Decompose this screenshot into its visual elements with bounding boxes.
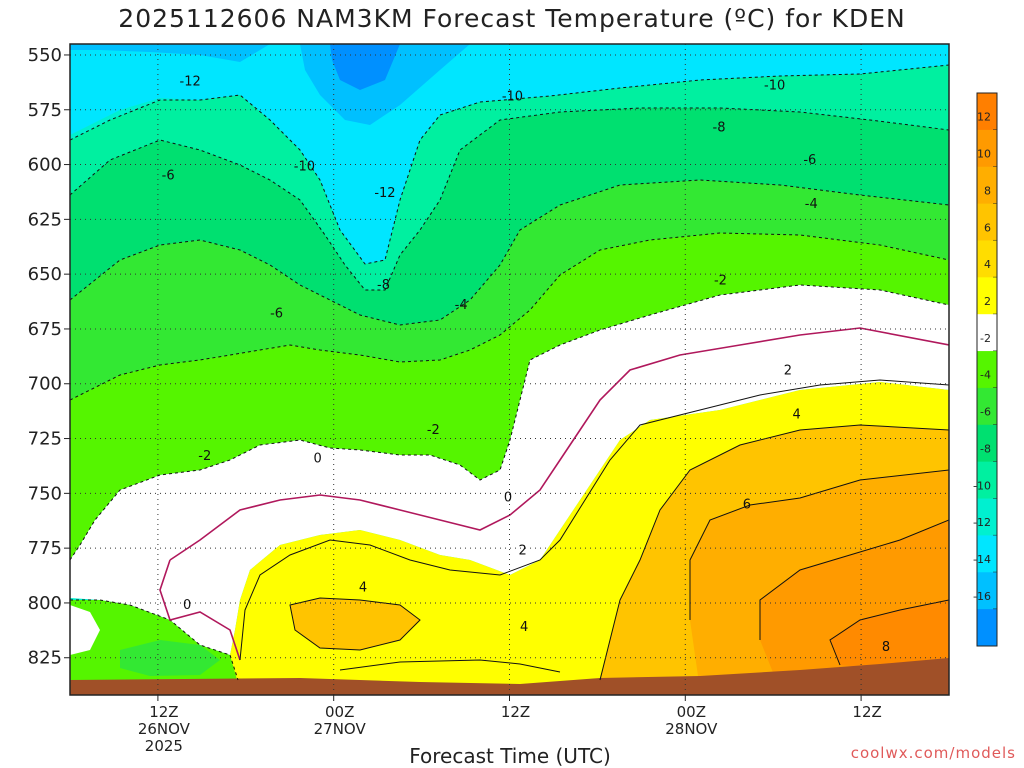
contour-label-6: -6 (803, 153, 816, 168)
contour-label-21: 4 (359, 581, 367, 596)
contour-label-9: -8 (377, 278, 390, 293)
contour-label-12: -4 (455, 298, 468, 313)
colorbar-label-9: -8 (980, 442, 991, 455)
band-minus8 (70, 108, 949, 325)
band-white-pocket (70, 605, 100, 655)
y-tick-label-725: 725 (28, 429, 62, 450)
x-tick-label-3-1: 28NOV (665, 720, 718, 738)
colorbar-label-2: 8 (984, 184, 991, 197)
colorbar-swatch-12 (977, 535, 997, 573)
contour-label-7: -12 (374, 186, 395, 201)
band-ten-twelve (830, 600, 949, 670)
y-tick-label-650: 650 (28, 264, 62, 285)
x-tick-label-2-0: 12Z (501, 703, 530, 721)
credit-link[interactable]: coolwx.com/models (850, 744, 1016, 762)
contour-label-10: -2 (714, 274, 727, 289)
x-tick-label-0-1: 26NOV (138, 720, 191, 738)
band-minus4 (70, 233, 949, 560)
x-tick-label-1-1: 27NOV (314, 720, 367, 738)
contour-label-15: 4 (792, 407, 800, 422)
contour-label-22: 0 (183, 598, 191, 613)
contour-label-8: -4 (805, 197, 818, 212)
contour-label-16: -2 (198, 449, 211, 464)
colorbar-swatch-4 (977, 240, 997, 278)
colorbar-swatch-13 (977, 572, 997, 610)
ground (70, 658, 949, 695)
chart-title: 2025112606 NAM3KM Forecast Temperature (… (118, 4, 906, 33)
colorbar-swatch-6 (977, 314, 997, 352)
contour-label-14: -2 (427, 423, 440, 438)
contour-label-3: -8 (713, 120, 726, 135)
x-tick-label-3-0: 00Z (677, 703, 706, 721)
colorbar-label-0: 12 (977, 111, 991, 124)
colorbar-label-13: -16 (973, 590, 991, 603)
x-tick-label-1-0: 00Z (325, 703, 354, 721)
band-minus16 (70, 44, 949, 264)
colorbar-label-12: -14 (973, 553, 991, 566)
colorbar-swatch-11 (977, 498, 997, 536)
contour-label-5: -10 (294, 160, 315, 175)
colorbar-label-8: -6 (980, 406, 991, 419)
colorbar-swatch-3 (977, 203, 997, 241)
y-tick-label-775: 775 (28, 538, 62, 559)
colorbar-label-4: 4 (984, 258, 991, 271)
contour-label-1: -10 (502, 90, 523, 105)
band-minus20 (330, 44, 400, 90)
contour-label-2: -10 (764, 79, 785, 94)
contour-label-0: -12 (180, 74, 201, 89)
colorbar-swatch-14 (977, 609, 997, 647)
colorbar-swatch-7 (977, 351, 997, 389)
colorbar-swatch-8 (977, 387, 997, 426)
y-tick-label-800: 800 (28, 593, 62, 614)
colorbar-label-11: -12 (973, 516, 991, 529)
x-axis-title: Forecast Time (UTC) (409, 744, 611, 768)
colorbar-label-5: 2 (984, 295, 991, 308)
y-axis: 550 575 600 625 650 675 700 725 750 775 800 825 (28, 45, 70, 669)
contour-label-24: 8 (882, 640, 890, 655)
contour-label-20: 2 (519, 543, 527, 558)
colorbar-swatch-2 (977, 166, 997, 205)
y-tick-label-750: 750 (28, 483, 62, 504)
y-tick-label-575: 575 (28, 100, 62, 121)
colorbar-label-7: -4 (980, 369, 991, 382)
contour-label-layer: -12 -10 -10 -8 -6 -10 -6 -12 -4 -8 -2 -6 -4 2 -2 4 -2 0 6 0… (162, 74, 890, 655)
colorbar-swatch-10 (977, 461, 997, 500)
colorbar-label-6: -2 (980, 332, 991, 345)
colorbar-frame (976, 92, 998, 647)
contour-label-17: 0 (313, 451, 321, 466)
x-tick-label-0-2: 2025 (145, 737, 183, 755)
contour-label-4: -6 (162, 169, 175, 184)
colorbar: 12 10 8 6 4 2 -2 -4 -6 -8 -10 -12 -14 -16 (973, 92, 998, 647)
colorbar-swatch-5 (977, 277, 997, 315)
contour-label-18: 6 (743, 497, 751, 512)
y-tick-label-600: 600 (28, 155, 62, 176)
y-tick-label-700: 700 (28, 374, 62, 395)
colorbar-swatch-9 (977, 424, 997, 463)
colorbar-label-1: 10 (977, 148, 991, 161)
contour-label-13: 2 (784, 364, 792, 379)
y-tick-label-625: 625 (28, 209, 62, 230)
band-four-six-left (290, 598, 420, 650)
y-tick-label-825: 825 (28, 648, 62, 669)
y-tick-label-675: 675 (28, 319, 62, 340)
colorbar-label-10: -10 (973, 479, 991, 492)
colorbar-swatch-0 (977, 93, 997, 131)
contour-label-11: -6 (270, 307, 283, 322)
contour-lines (70, 64, 949, 681)
grid-lines (70, 44, 949, 695)
contour-label-23: 4 (520, 620, 528, 635)
x-tick-label-0-0: 12Z (149, 703, 178, 721)
y-tick-label-550: 550 (28, 45, 62, 66)
colorbar-swatch-1 (977, 129, 997, 168)
x-tick-label-4-0: 12Z (852, 703, 881, 721)
contour-label-19: 0 (504, 491, 512, 506)
colorbar-label-3: 6 (984, 221, 991, 234)
